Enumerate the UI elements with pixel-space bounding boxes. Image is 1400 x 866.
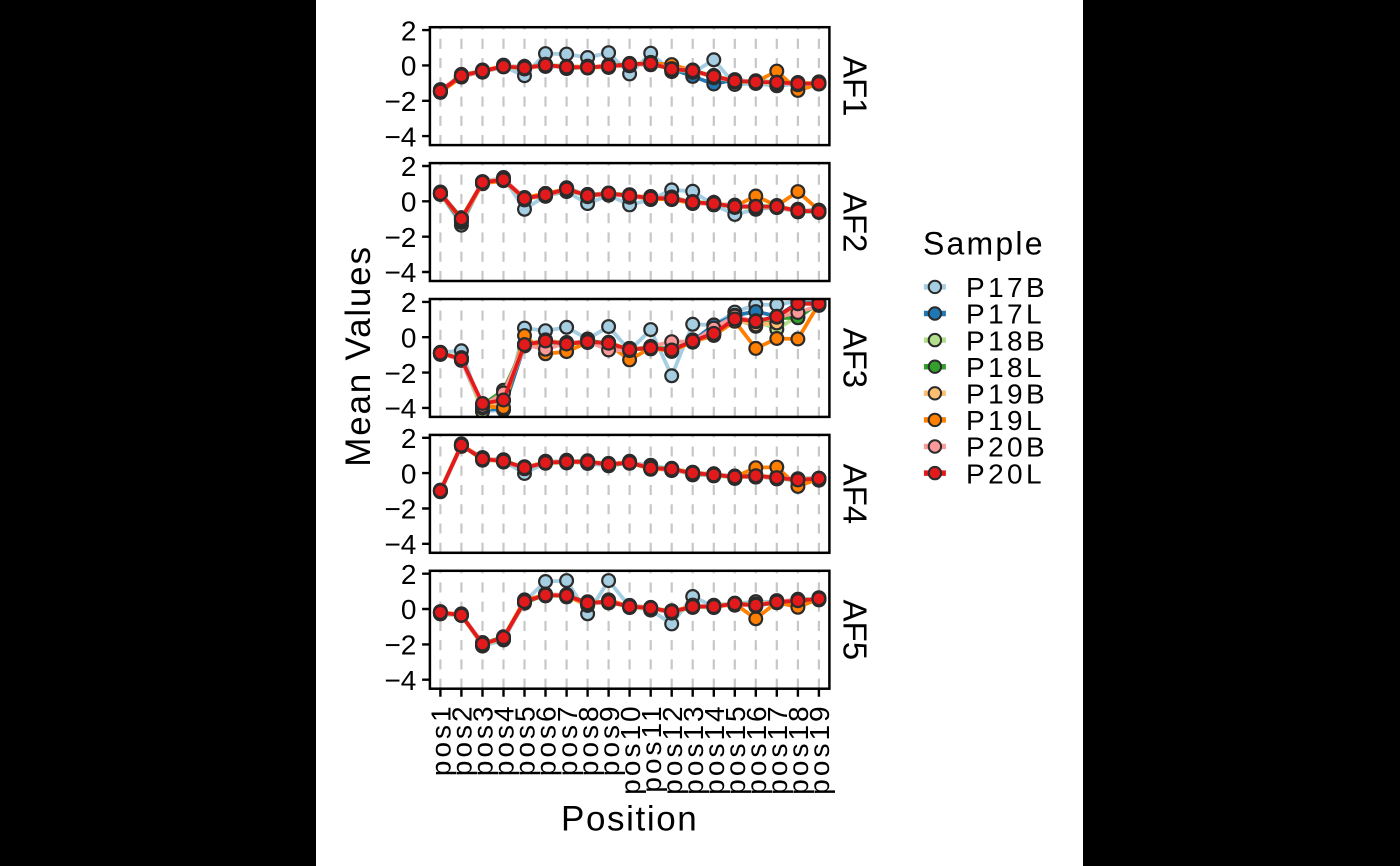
svg-text:pos5: pos5	[510, 703, 541, 776]
svg-text:P17B: P17B	[966, 272, 1048, 303]
svg-text:P19B: P19B	[966, 379, 1048, 410]
svg-text:−4: −4	[384, 529, 416, 560]
svg-text:pos16: pos16	[741, 703, 772, 794]
svg-text:−4: −4	[384, 121, 416, 152]
svg-text:pos19: pos19	[804, 703, 835, 794]
svg-text:AF1: AF1	[837, 56, 874, 117]
svg-text:−2: −2	[384, 358, 416, 389]
svg-text:2: 2	[401, 151, 417, 182]
svg-text:−2: −2	[384, 86, 416, 117]
svg-text:2: 2	[401, 15, 417, 46]
svg-text:Sample: Sample	[923, 226, 1045, 262]
svg-text:0: 0	[401, 322, 417, 353]
svg-text:2: 2	[401, 423, 417, 454]
svg-text:P18L: P18L	[966, 352, 1045, 383]
svg-text:pos2: pos2	[447, 703, 478, 776]
svg-text:pos18: pos18	[783, 703, 814, 794]
svg-text:P20L: P20L	[966, 458, 1045, 489]
svg-text:pos11: pos11	[636, 703, 667, 792]
svg-text:P20B: P20B	[966, 432, 1048, 463]
svg-text:P19L: P19L	[966, 405, 1045, 436]
svg-text:pos13: pos13	[678, 703, 709, 794]
svg-text:0: 0	[401, 51, 417, 82]
svg-text:pos4: pos4	[489, 703, 520, 776]
svg-text:pos3: pos3	[468, 703, 499, 776]
svg-text:P17L: P17L	[966, 299, 1045, 330]
svg-text:pos17: pos17	[762, 703, 793, 794]
svg-text:−2: −2	[384, 222, 416, 253]
svg-text:−2: −2	[384, 494, 416, 525]
svg-text:2: 2	[401, 287, 417, 318]
svg-text:pos15: pos15	[720, 703, 751, 794]
svg-text:pos1: pos1	[426, 703, 457, 776]
svg-text:AF2: AF2	[837, 192, 874, 253]
svg-text:pos14: pos14	[699, 703, 730, 794]
svg-text:0: 0	[401, 458, 417, 489]
svg-text:−4: −4	[384, 257, 416, 288]
svg-text:pos6: pos6	[531, 703, 562, 776]
svg-text:AF4: AF4	[837, 464, 874, 525]
svg-text:pos7: pos7	[552, 703, 583, 776]
svg-text:AF3: AF3	[837, 328, 874, 389]
svg-text:Mean Values: Mean Values	[339, 245, 378, 467]
svg-text:Position: Position	[561, 800, 698, 839]
svg-text:−4: −4	[384, 393, 416, 424]
svg-text:pos9: pos9	[594, 703, 625, 776]
svg-text:−2: −2	[384, 630, 416, 661]
svg-text:pos12: pos12	[657, 703, 688, 794]
svg-text:0: 0	[401, 187, 417, 218]
svg-text:2: 2	[401, 559, 417, 590]
svg-text:−4: −4	[384, 665, 416, 696]
svg-text:0: 0	[401, 594, 417, 625]
svg-text:pos8: pos8	[573, 703, 604, 776]
svg-text:AF5: AF5	[837, 600, 874, 661]
svg-text:pos10: pos10	[615, 703, 646, 794]
svg-text:P18B: P18B	[966, 325, 1048, 356]
